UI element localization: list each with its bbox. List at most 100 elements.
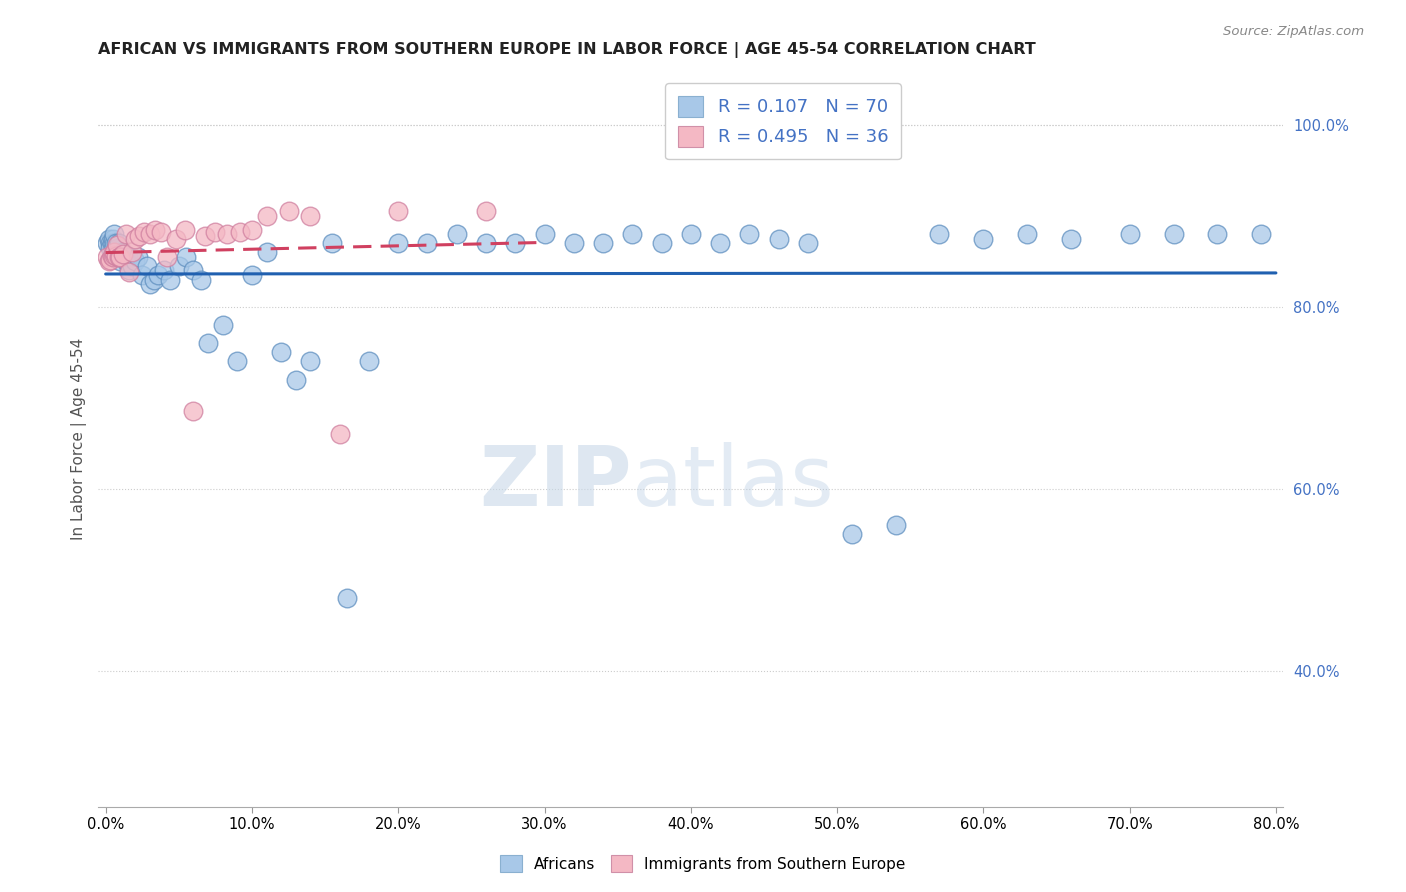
Text: AFRICAN VS IMMIGRANTS FROM SOUTHERN EUROPE IN LABOR FORCE | AGE 45-54 CORRELATIO: AFRICAN VS IMMIGRANTS FROM SOUTHERN EURO… [98, 42, 1036, 58]
Point [240, 268, 263, 282]
Point [142, 272, 165, 286]
Point [117, 250, 139, 264]
Point [132, 225, 155, 239]
Point [97, 254, 120, 268]
Point [738, 227, 761, 241]
Point [103, 245, 125, 260]
Point [562, 236, 585, 251]
Point [127, 250, 149, 264]
Point [204, 225, 226, 239]
Point [105, 241, 128, 255]
Point [104, 236, 127, 251]
Point [104, 245, 127, 260]
Point [115, 254, 138, 268]
Point [884, 518, 907, 533]
Point [159, 272, 181, 286]
Point [928, 227, 950, 241]
Point [156, 250, 179, 264]
Point [103, 248, 125, 262]
Point [153, 263, 176, 277]
Point [110, 250, 132, 264]
Point [98, 236, 121, 251]
Point [165, 232, 187, 246]
Point [256, 245, 278, 260]
Point [197, 336, 219, 351]
Point [98, 241, 121, 255]
Point [592, 236, 614, 251]
Point [174, 250, 197, 264]
Point [329, 427, 352, 442]
Point [110, 254, 132, 268]
Point [103, 227, 125, 241]
Point [97, 232, 120, 246]
Point [183, 404, 205, 418]
Point [128, 228, 150, 243]
Point [111, 250, 134, 264]
Point [387, 204, 409, 219]
Point [100, 249, 122, 263]
Point [138, 227, 160, 241]
Point [336, 591, 359, 605]
Point [118, 265, 141, 279]
Point [190, 272, 212, 286]
Point [121, 259, 143, 273]
Point [284, 373, 307, 387]
Point [98, 252, 121, 267]
Point [416, 236, 439, 251]
Point [1017, 227, 1039, 241]
Point [135, 259, 157, 273]
Legend: R = 0.107   N = 70, R = 0.495   N = 36: R = 0.107 N = 70, R = 0.495 N = 36 [665, 83, 901, 159]
Point [229, 225, 252, 239]
Text: ZIP: ZIP [479, 442, 631, 524]
Legend: Africans, Immigrants from Southern Europe: Africans, Immigrants from Southern Europ… [492, 847, 914, 880]
Point [475, 236, 498, 251]
Point [533, 227, 555, 241]
Y-axis label: In Labor Force | Age 45-54: In Labor Force | Age 45-54 [72, 337, 87, 540]
Point [277, 204, 299, 219]
Point [124, 232, 146, 246]
Point [503, 236, 526, 251]
Point [1163, 227, 1185, 241]
Point [797, 236, 820, 251]
Point [299, 209, 322, 223]
Point [1206, 227, 1229, 241]
Point [118, 263, 141, 277]
Point [114, 250, 136, 264]
Point [148, 268, 170, 282]
Point [108, 236, 131, 251]
Point [321, 236, 343, 251]
Point [101, 232, 124, 246]
Point [621, 227, 644, 241]
Point [121, 245, 143, 260]
Point [108, 250, 131, 264]
Point [150, 225, 173, 239]
Point [446, 227, 468, 241]
Point [173, 222, 195, 236]
Point [651, 236, 673, 251]
Point [1118, 227, 1140, 241]
Point [299, 354, 322, 368]
Point [138, 277, 160, 292]
Point [768, 232, 790, 246]
Point [131, 268, 153, 282]
Point [270, 345, 292, 359]
Point [101, 241, 124, 255]
Point [115, 227, 138, 241]
Point [357, 354, 380, 368]
Point [1250, 227, 1272, 241]
Point [217, 227, 239, 241]
Point [240, 222, 263, 236]
Point [104, 249, 127, 263]
Point [101, 250, 124, 264]
Point [124, 254, 146, 268]
Point [226, 354, 249, 368]
Point [972, 232, 994, 246]
Text: atlas: atlas [631, 442, 834, 524]
Point [145, 222, 167, 236]
Point [475, 204, 498, 219]
Point [112, 247, 135, 261]
Point [96, 236, 118, 251]
Point [183, 263, 205, 277]
Point [256, 209, 278, 223]
Point [211, 318, 233, 332]
